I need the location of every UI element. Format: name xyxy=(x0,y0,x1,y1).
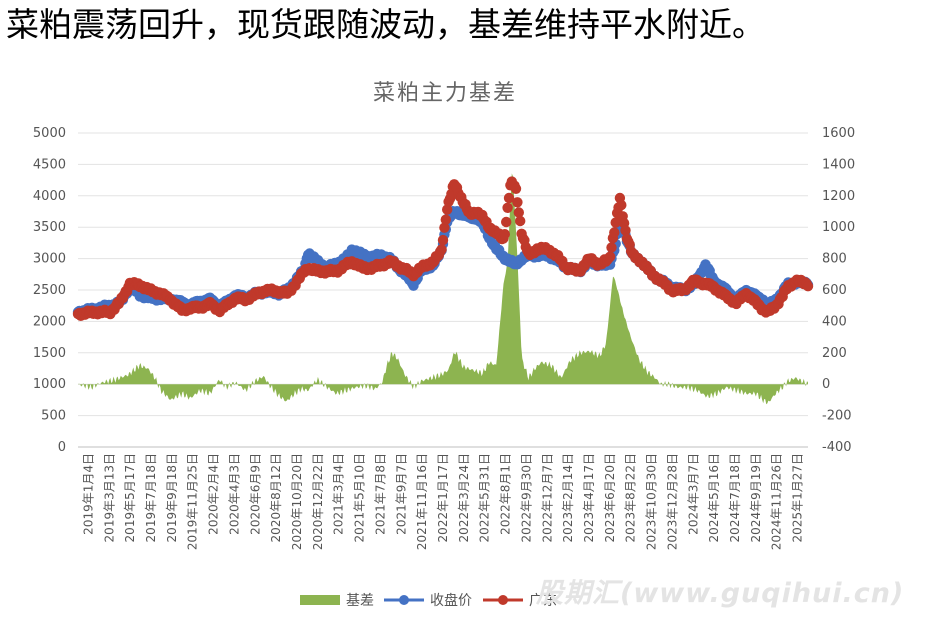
x-tick-label: 2020年6月9日 xyxy=(248,453,262,535)
x-tick-label: 2022年9月30日 xyxy=(519,453,533,542)
x-tick-label: 2021年11月16日 xyxy=(415,453,429,550)
series-point xyxy=(606,242,617,253)
legend-label: 收盘价 xyxy=(430,592,472,609)
x-tick-label: 2020年10月20日 xyxy=(290,453,304,550)
legend-label: 广东 xyxy=(529,593,557,609)
y-right-tick-label: 800 xyxy=(822,252,847,267)
right-y-axis: -400 -200 0 200 400 600 800 1000 1200 1400 1600 xyxy=(822,126,855,455)
x-tick-label: 2023年8月22日 xyxy=(624,453,638,542)
series-point xyxy=(512,197,523,208)
series-point xyxy=(604,251,616,262)
legend-marker xyxy=(399,595,409,605)
y-left-tick-label: 2000 xyxy=(33,314,66,329)
series-point xyxy=(503,192,515,204)
series-point xyxy=(515,215,526,227)
x-tick-label: 2025年1月27日 xyxy=(791,453,805,542)
legend-label: 基差 xyxy=(346,592,374,609)
x-tick-label: 2022年3月24日 xyxy=(457,453,471,542)
x-axis: 2019年1月4日 2019年3月13日 2019年5月17日 2019年7月18日 2… xyxy=(81,453,804,550)
gridlines xyxy=(78,132,808,448)
series-point xyxy=(610,217,621,228)
legend-swatch xyxy=(300,595,340,605)
x-tick-label: 2019年3月13日 xyxy=(102,453,116,542)
x-tick-label: 2021年9月7日 xyxy=(394,453,408,535)
y-right-tick-label: 400 xyxy=(822,314,847,329)
y-left-tick-label: 5000 xyxy=(33,126,66,141)
x-tick-label: 2024年3月7日 xyxy=(686,453,700,535)
series-point xyxy=(513,207,524,218)
y-right-tick-label: 1200 xyxy=(822,189,855,204)
series-point xyxy=(802,281,814,292)
x-tick-label: 2023年10月30日 xyxy=(645,453,659,550)
series-point xyxy=(499,229,510,240)
legend-item: 收盘价 xyxy=(384,592,472,609)
y-right-tick-label: 1000 xyxy=(822,220,855,235)
y-right-tick-label: -200 xyxy=(822,409,852,424)
series-广东 xyxy=(72,176,814,321)
x-tick-label: 2023年2月14日 xyxy=(561,453,575,542)
legend-item: 广东 xyxy=(483,593,557,609)
x-tick-label: 2024年5月16日 xyxy=(707,453,721,542)
legend-item: 基差 xyxy=(300,592,374,609)
series-point xyxy=(442,204,453,215)
x-tick-label: 2021年5月10日 xyxy=(353,453,367,542)
x-tick-label: 2022年5月31日 xyxy=(478,453,492,542)
y-right-tick-label: 1400 xyxy=(822,157,855,172)
x-tick-label: 2020年12月22日 xyxy=(311,453,325,550)
y-right-tick-label: 1600 xyxy=(822,126,855,141)
x-tick-label: 2020年2月4日 xyxy=(207,453,221,535)
y-left-tick-label: 4500 xyxy=(33,157,66,172)
legend: 基差 收盘价 广东 xyxy=(300,592,557,609)
x-tick-label: 2023年4月17日 xyxy=(582,453,596,542)
y-left-tick-label: 4000 xyxy=(33,189,66,204)
left-y-axis: 0 500 1000 1500 2000 2500 3000 3500 4000 4500 5000 xyxy=(33,126,66,455)
x-tick-label: 2020年4月3日 xyxy=(227,453,241,535)
price-line-series xyxy=(72,176,814,321)
series-point xyxy=(436,244,447,255)
y-left-tick-label: 1000 xyxy=(33,377,66,392)
series-point xyxy=(440,214,451,225)
x-tick-label: 2021年3月4日 xyxy=(332,453,346,535)
y-left-tick-label: 0 xyxy=(58,440,66,455)
x-tick-label: 2024年11月26日 xyxy=(770,453,784,550)
y-left-tick-label: 3500 xyxy=(33,220,66,235)
x-tick-label: 2023年12月28日 xyxy=(665,453,679,550)
x-tick-label: 2019年7月18日 xyxy=(144,453,158,542)
series-point xyxy=(616,199,627,211)
x-tick-label: 2021年7月8日 xyxy=(373,453,387,535)
y-right-tick-label: 200 xyxy=(822,346,847,361)
y-right-tick-label: -400 xyxy=(822,440,852,455)
chart-title: 菜粕主力基差 xyxy=(373,81,517,106)
series-point xyxy=(501,216,512,228)
y-left-tick-label: 2500 xyxy=(33,283,66,298)
series-point xyxy=(609,227,620,238)
x-tick-label: 2020年8月12日 xyxy=(269,453,283,542)
y-left-tick-label: 1500 xyxy=(33,346,66,361)
y-right-tick-label: 0 xyxy=(822,377,830,392)
watermark: 股期汇(www.guqihui.cn) xyxy=(536,578,905,609)
series-point xyxy=(502,202,513,213)
y-left-tick-label: 3000 xyxy=(33,252,66,267)
series-point xyxy=(510,183,522,194)
x-tick-label: 2022年1月17日 xyxy=(436,453,450,542)
x-tick-label: 2023年6月20日 xyxy=(603,453,617,542)
series-point xyxy=(439,222,450,233)
x-tick-label: 2019年1月4日 xyxy=(81,453,95,535)
basis-area xyxy=(78,173,808,405)
x-tick-label: 2019年9月18日 xyxy=(165,453,179,542)
x-tick-label: 2024年7月18日 xyxy=(728,453,742,542)
basis-area-series xyxy=(78,173,808,405)
series-point xyxy=(437,234,449,246)
legend-marker xyxy=(498,595,508,605)
y-left-tick-label: 500 xyxy=(41,409,66,424)
x-tick-label: 2022年12月7日 xyxy=(540,453,554,542)
x-tick-label: 2019年11月25日 xyxy=(186,453,200,550)
x-tick-label: 2024年9月19日 xyxy=(749,453,763,542)
x-tick-label: 2019年5月17日 xyxy=(123,453,137,542)
series-point xyxy=(620,225,631,236)
x-tick-label: 2022年8月1日 xyxy=(499,453,513,535)
y-right-tick-label: 600 xyxy=(822,283,847,298)
headline: 菜粕震荡回升，现货跟随波动，基差维持平水附近。 xyxy=(6,5,765,44)
